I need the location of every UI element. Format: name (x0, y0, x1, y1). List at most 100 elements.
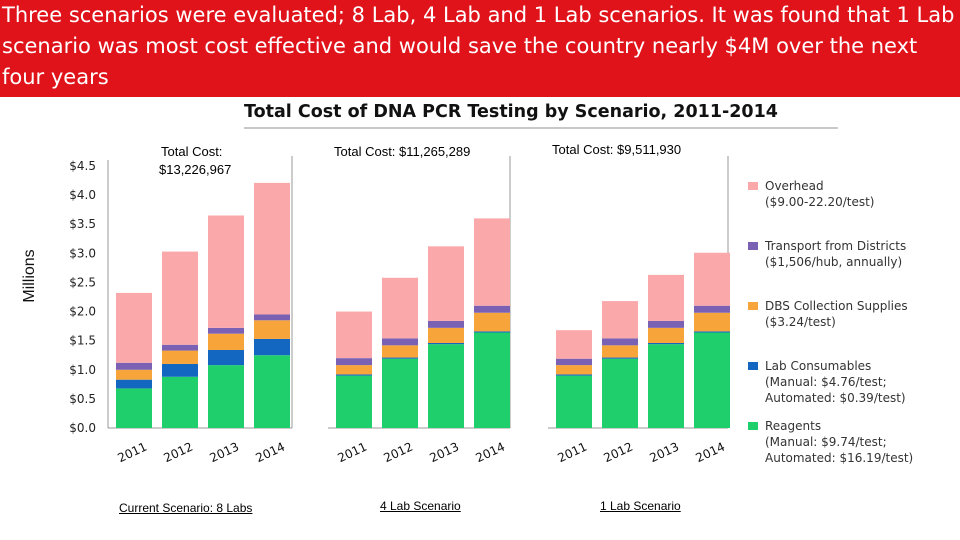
bar-segment-reagents (428, 344, 464, 428)
bar-segment-lab-consumables (208, 349, 244, 366)
bar-segment-overhead (162, 251, 198, 345)
x-tick-label: 2012 (602, 440, 636, 466)
bar-segment-dbs-collection-supplies (428, 327, 464, 343)
y-tick-label: $3.5 (69, 217, 96, 231)
bar-segment-reagents (208, 365, 244, 428)
panel-2-total: Total Cost: $11,265,289 (334, 144, 471, 159)
bar-segment-transport-from-districts (428, 320, 464, 328)
y-tick-label: $4.0 (69, 188, 96, 202)
y-tick-label: $0.5 (69, 392, 96, 406)
x-tick-label: 2012 (162, 440, 196, 466)
bar-segment-lab-consumables (694, 331, 730, 333)
y-tick-label: $2.5 (69, 275, 96, 289)
panel-1-total-label: Total Cost: (161, 144, 223, 159)
bar-segment-overhead (602, 301, 638, 339)
legend-label: Overhead (765, 179, 824, 193)
panel-3-scenario-label: 1 Lab Scenario (600, 499, 681, 513)
bar-segment-transport-from-districts (382, 338, 418, 346)
panel-2-scenario-label: 4 Lab Scenario (380, 499, 461, 513)
bar-segment-reagents (382, 358, 418, 428)
bar-segment-dbs-collection-supplies (208, 333, 244, 350)
bar-segment-dbs-collection-supplies (336, 365, 372, 375)
legend-label: Reagents (765, 419, 821, 433)
bar-segment-overhead (474, 218, 510, 306)
legend-sublabel: Automated: $0.39/test) (765, 391, 906, 405)
bar-segment-reagents (474, 332, 510, 428)
bar-segment-transport-from-districts (648, 320, 684, 328)
bar-segment-transport-from-districts (254, 314, 290, 321)
x-tick-label: 2014 (254, 440, 288, 466)
legend-label: DBS Collection Supplies (765, 299, 908, 313)
bar-segment-overhead (208, 215, 244, 328)
bar-segment-dbs-collection-supplies (602, 345, 638, 358)
bar-segment-reagents (694, 332, 730, 428)
bar-segment-transport-from-districts (208, 327, 244, 334)
bar-segment-lab-consumables (382, 357, 418, 359)
y-tick-label: $1.5 (69, 334, 96, 348)
bar-segment-lab-consumables (428, 342, 464, 345)
x-tick-label: 2013 (648, 440, 682, 466)
bar-segment-reagents (336, 375, 372, 428)
legend-swatch (748, 302, 758, 310)
chart-title: Total Cost of DNA PCR Testing by Scenari… (244, 102, 778, 122)
bar-segment-transport-from-districts (556, 358, 592, 366)
bar-segment-reagents (602, 358, 638, 428)
bar-segment-transport-from-districts (694, 305, 730, 313)
bar-segment-lab-consumables (336, 374, 372, 376)
bar-segment-dbs-collection-supplies (556, 365, 592, 375)
bar-segment-overhead (336, 311, 372, 359)
bar-segment-overhead (556, 330, 592, 359)
legend-sublabel: (Manual: $4.76/test; (765, 375, 887, 389)
x-tick-label: 2014 (694, 440, 728, 466)
bar-segment-reagents (116, 388, 152, 428)
legend-sublabel: (Manual: $9.74/test; (765, 435, 887, 449)
bar-segment-overhead (382, 277, 418, 339)
bar-segment-transport-from-districts (474, 305, 510, 313)
bar-segment-dbs-collection-supplies (694, 312, 730, 332)
bar-segment-dbs-collection-supplies (116, 369, 152, 380)
bar-segment-lab-consumables (556, 374, 592, 376)
legend-swatch (748, 422, 758, 430)
y-tick-label: $0.0 (69, 421, 96, 435)
bar-segment-lab-consumables (254, 338, 290, 356)
bar-segment-reagents (254, 355, 290, 428)
legend-label: Lab Consumables (765, 359, 871, 373)
bar-segment-overhead (648, 274, 684, 321)
bar-segment-overhead (116, 292, 152, 363)
bar-segment-dbs-collection-supplies (474, 312, 510, 332)
y-axis-label: Millions (21, 249, 38, 302)
bar-segment-lab-consumables (648, 342, 684, 345)
legend-label: Transport from Districts (764, 239, 906, 253)
banner-text: Three scenarios were evaluated; 8 Lab, 4… (2, 3, 955, 89)
legend-sublabel: ($3.24/test) (765, 315, 836, 329)
title-rule (244, 127, 838, 129)
x-tick-label: 2011 (556, 440, 590, 466)
x-tick-label: 2013 (428, 440, 462, 466)
y-tick-label: $4.5 (69, 159, 96, 173)
bar-segment-reagents (648, 344, 684, 428)
x-tick-label: 2011 (336, 440, 370, 466)
bar-segment-lab-consumables (162, 363, 198, 377)
bar-segment-lab-consumables (116, 379, 152, 389)
bar-segment-dbs-collection-supplies (648, 327, 684, 343)
legend-swatch (748, 242, 758, 250)
bar-segment-transport-from-districts (602, 338, 638, 346)
bar-segment-dbs-collection-supplies (382, 345, 418, 358)
x-tick-label: 2014 (474, 440, 508, 466)
bar-segment-transport-from-districts (336, 358, 372, 366)
y-tick-label: $3.0 (69, 246, 96, 260)
panel-3-total: Total Cost: $9,511,930 (552, 142, 682, 157)
bar-segment-overhead (254, 182, 290, 315)
bar-segment-reagents (556, 375, 592, 428)
y-tick-label: $1.0 (69, 363, 96, 377)
x-tick-label: 2013 (208, 440, 242, 466)
bar-segment-lab-consumables (602, 357, 638, 359)
panel-1-total-value: $13,226,967 (159, 162, 232, 177)
bar-segment-transport-from-districts (116, 362, 152, 370)
legend-sublabel: ($1,506/hub, annually) (765, 255, 902, 269)
header-banner: Three scenarios were evaluated; 8 Lab, 4… (0, 0, 960, 97)
x-tick-label: 2012 (382, 440, 416, 466)
bar-segment-reagents (162, 376, 198, 428)
panel-1-scenario-label: Current Scenario: 8 Labs (119, 501, 253, 515)
bar-segment-overhead (428, 246, 464, 321)
